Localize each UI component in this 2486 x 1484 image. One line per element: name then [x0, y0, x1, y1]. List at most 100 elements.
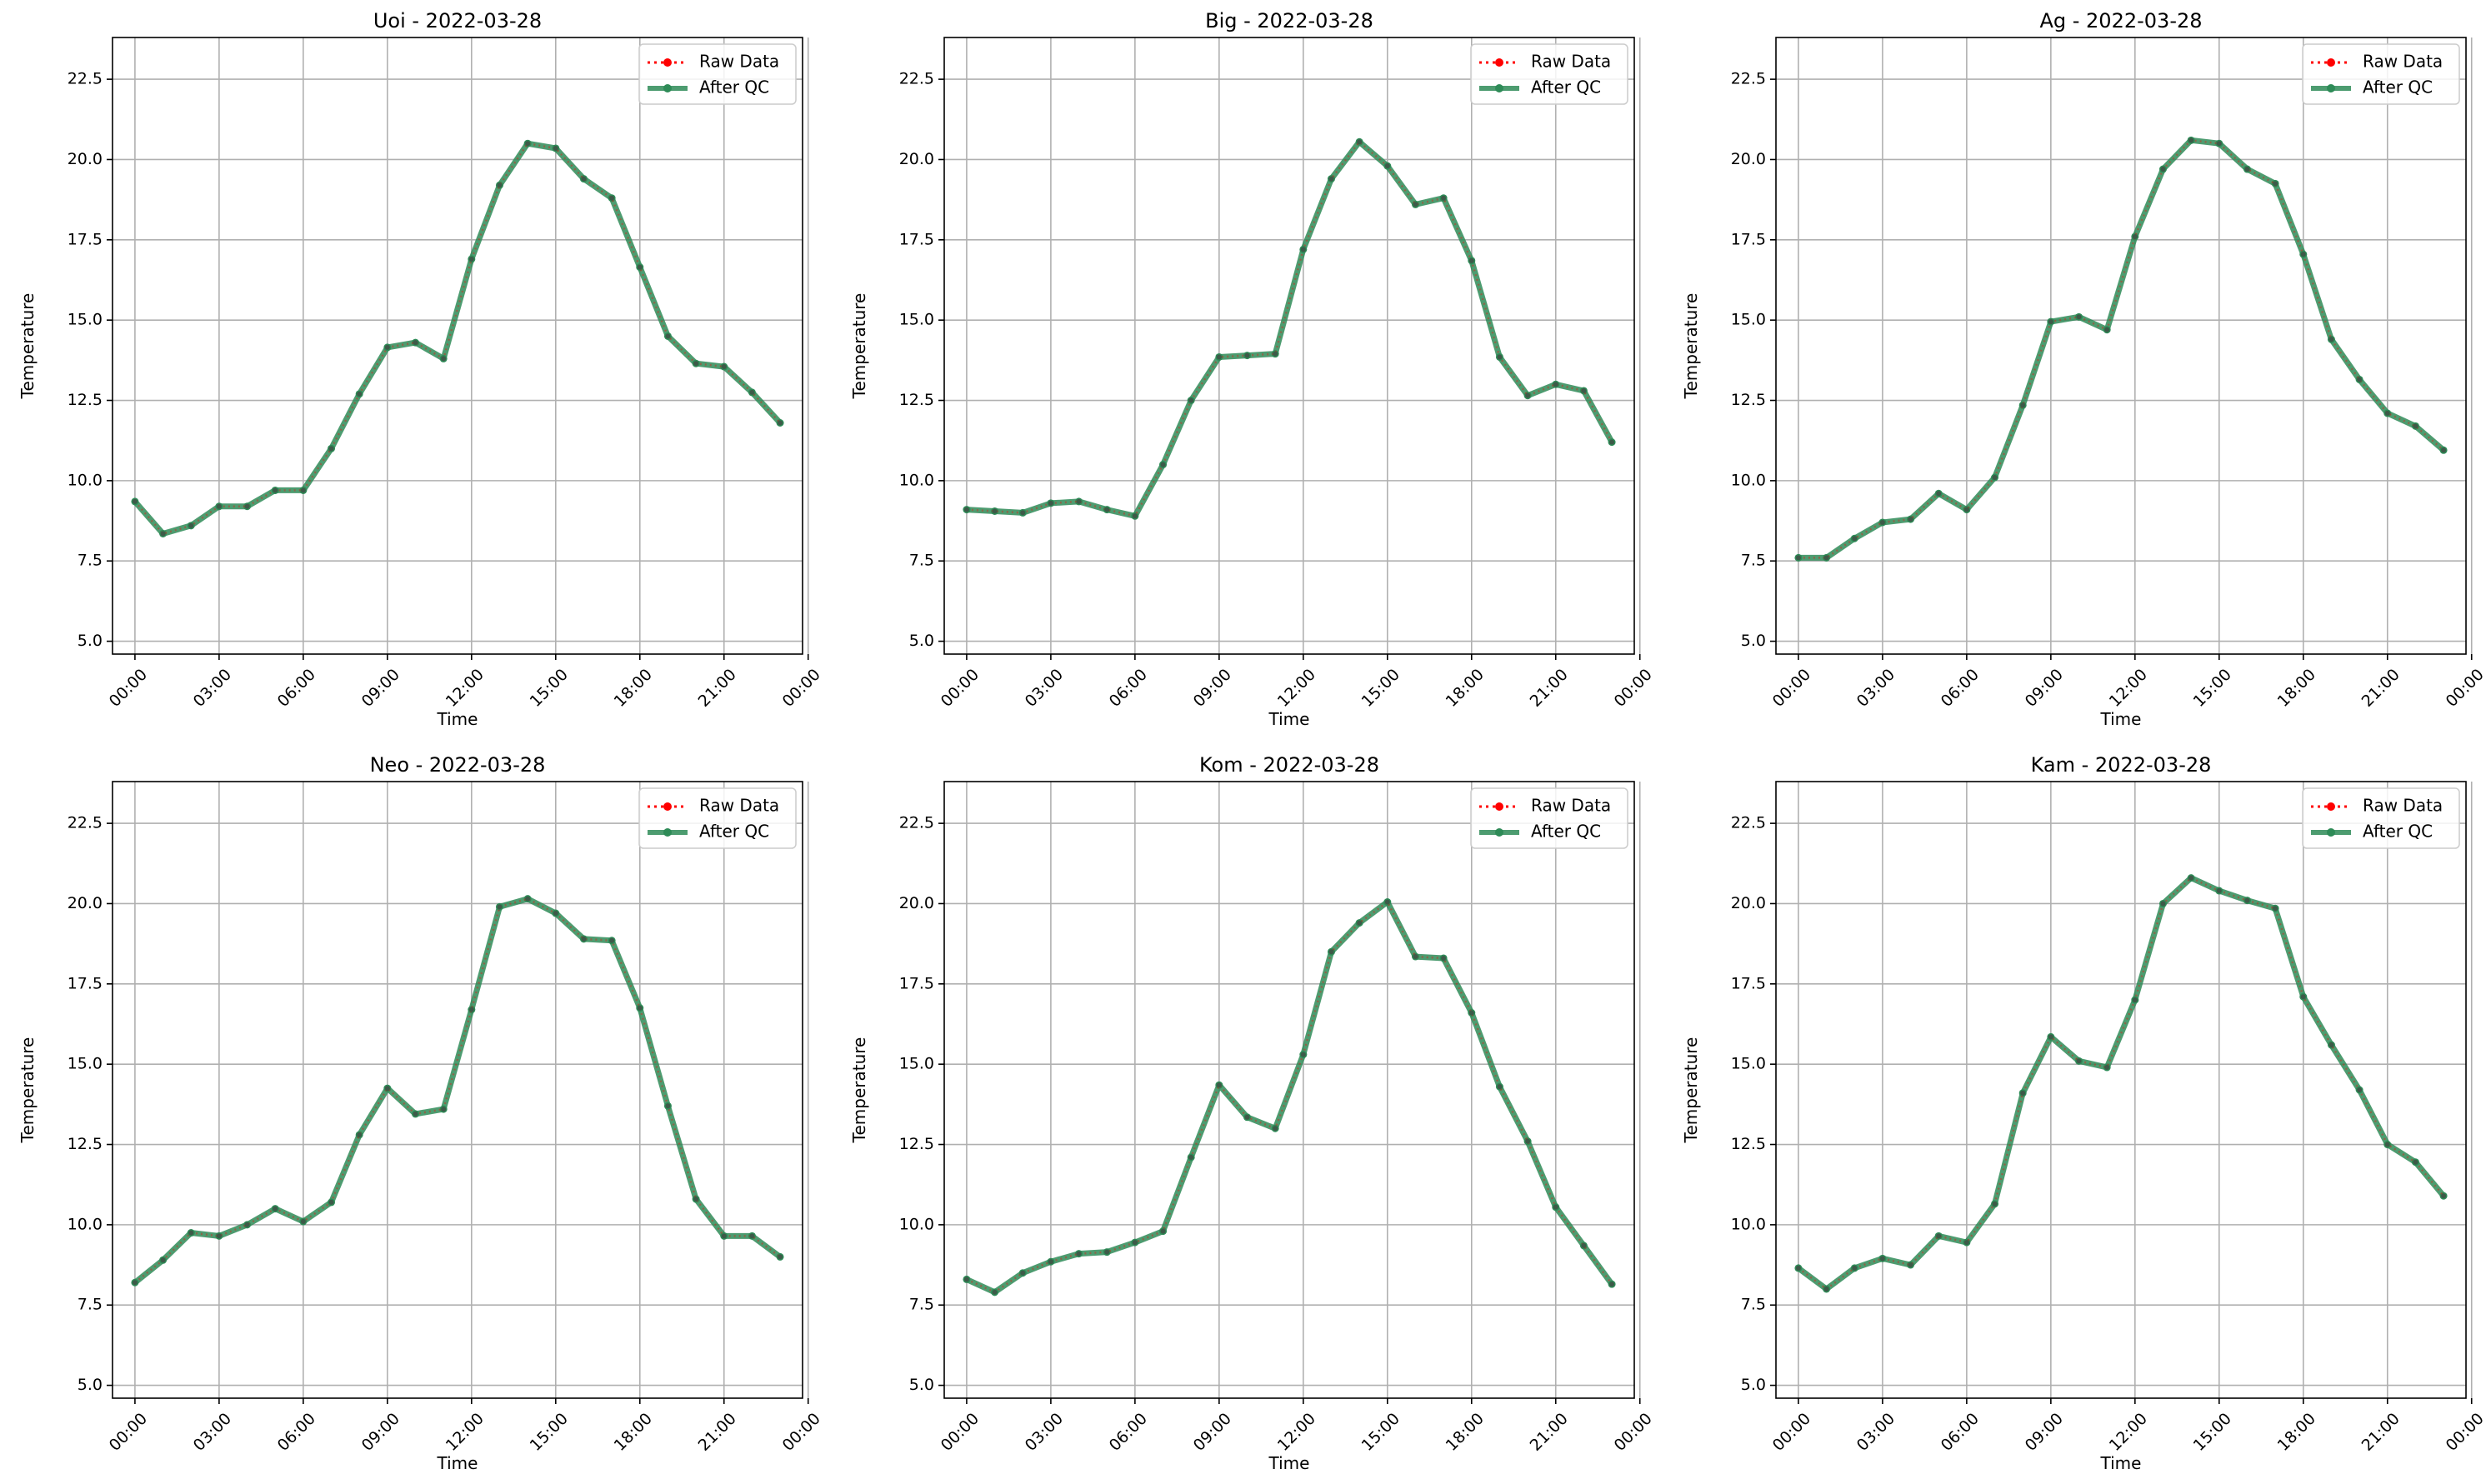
- raw-point: [1328, 949, 1334, 955]
- raw-point: [2104, 327, 2110, 332]
- raw-point: [188, 522, 194, 528]
- raw-point: [581, 176, 587, 182]
- raw-point: [637, 264, 643, 270]
- raw-point: [2216, 888, 2222, 894]
- y-tick-label: 7.5: [1741, 1296, 1766, 1314]
- raw-point: [749, 389, 755, 395]
- raw-point: [1273, 351, 1278, 357]
- raw-point: [1132, 1240, 1138, 1246]
- raw-point: [160, 1257, 166, 1263]
- raw-point: [525, 896, 531, 902]
- x-tick-label: 09:00: [1190, 666, 1235, 711]
- x-tick-label: 12:00: [2106, 1410, 2151, 1455]
- raw-point: [2188, 875, 2194, 881]
- raw-point: [963, 507, 969, 512]
- raw-point: [1384, 163, 1390, 169]
- raw-point: [1852, 1265, 1858, 1271]
- plot-area: [113, 37, 803, 654]
- raw-point: [1992, 1201, 1998, 1207]
- x-tick-label: 03:00: [190, 1410, 235, 1455]
- raw-point: [1300, 1052, 1306, 1057]
- y-tick-label: 17.5: [68, 974, 103, 992]
- raw-point: [1300, 247, 1306, 252]
- x-tick-label: 21:00: [2358, 1410, 2403, 1455]
- plot-area: [113, 782, 803, 1398]
- y-tick-label: 7.5: [78, 552, 103, 570]
- raw-point: [1795, 555, 1801, 561]
- x-tick-label: 06:00: [1106, 666, 1151, 711]
- x-tick-label: 09:00: [2022, 1410, 2067, 1455]
- y-tick-label: 5.0: [78, 632, 103, 650]
- raw-point: [1273, 1126, 1278, 1132]
- chart-title: Kam - 2022-03-28: [2031, 753, 2212, 777]
- y-tick-label: 7.5: [1741, 552, 1766, 570]
- plot-area: [1776, 782, 2466, 1398]
- raw-point: [2076, 314, 2082, 320]
- raw-point: [1441, 955, 1447, 961]
- x-tick-label: 06:00: [274, 666, 319, 711]
- raw-point: [1357, 920, 1363, 926]
- raw-point: [1581, 1242, 1587, 1248]
- y-tick-label: 5.0: [909, 632, 934, 650]
- chart-panel-2: 00:00 03:00 06:00 09:00 12:00 15:00 18:00 21:00…: [849, 9, 1656, 729]
- raw-point: [2300, 252, 2306, 257]
- raw-point: [1468, 257, 1474, 263]
- legend-raw-marker: [1495, 802, 1503, 811]
- x-tick-label: 15:00: [527, 666, 572, 711]
- raw-point: [1609, 1282, 1615, 1287]
- y-axis-label: Temperature: [1681, 1037, 1701, 1144]
- chart-panel-4: 00:00 03:00 06:00 09:00 12:00 15:00 18:00 21:00…: [18, 753, 824, 1473]
- raw-point: [2020, 402, 2026, 408]
- x-tick-label: 12:00: [443, 1410, 488, 1455]
- legend-raw-label: Raw Data: [1531, 52, 1611, 72]
- y-tick-label: 15.0: [68, 1055, 103, 1073]
- y-tick-label: 15.0: [899, 1055, 934, 1073]
- raw-point: [2244, 167, 2250, 172]
- raw-point: [468, 1007, 474, 1012]
- raw-point: [2413, 423, 2418, 429]
- y-tick-label: 7.5: [78, 1296, 103, 1314]
- raw-point: [1553, 1204, 1558, 1210]
- legend: Raw Data After QC: [2302, 787, 2460, 849]
- axes-frame: [1775, 781, 2467, 1399]
- raw-point: [2300, 994, 2306, 1000]
- y-tick-label: 20.0: [899, 150, 934, 168]
- raw-point: [2273, 906, 2278, 912]
- legend-qc-label: After QC: [699, 77, 769, 97]
- x-tick-label: 21:00: [695, 666, 740, 711]
- legend-qc-marker: [1495, 84, 1503, 92]
- series-line-after-qc: [132, 896, 783, 1286]
- legend: Raw Data After QC: [638, 43, 797, 105]
- x-tick-label: 00:00: [779, 1410, 824, 1455]
- y-tick-label: 15.0: [68, 311, 103, 329]
- raw-point: [1132, 513, 1138, 519]
- chart-panel-6: 00:00 03:00 06:00 09:00 12:00 15:00 18:00 21:00…: [1681, 753, 2486, 1473]
- y-tick-label: 12.5: [68, 391, 103, 409]
- raw-point: [1244, 352, 1250, 358]
- axes-frame: [943, 781, 1635, 1399]
- raw-point: [2273, 181, 2278, 187]
- chart-title: Ag - 2022-03-28: [2039, 9, 2202, 32]
- raw-point: [300, 1219, 306, 1225]
- x-tick-label: 00:00: [106, 666, 151, 711]
- raw-point: [2441, 1193, 2447, 1199]
- legend-raw-marker: [663, 802, 672, 811]
- raw-point: [1244, 1114, 1250, 1120]
- y-tick-label: 22.5: [68, 70, 103, 88]
- y-tick-label: 15.0: [1731, 311, 1766, 329]
- legend: Raw Data After QC: [638, 787, 797, 849]
- series-line-raw-data: [134, 897, 781, 1284]
- legend-qc-label: After QC: [1531, 77, 1601, 97]
- series-line-raw-data: [966, 900, 1613, 1294]
- x-tick-label: 03:00: [190, 666, 235, 711]
- series-line-after-qc: [963, 138, 1615, 519]
- x-tick-label: 12:00: [1274, 1410, 1319, 1455]
- x-tick-label: 03:00: [1022, 1410, 1067, 1455]
- raw-point: [2216, 141, 2222, 147]
- raw-point: [2160, 901, 2166, 907]
- raw-point: [1908, 517, 1913, 522]
- legend-raw-marker: [2327, 58, 2335, 67]
- raw-point: [132, 498, 138, 504]
- x-tick-label: 18:00: [2274, 1410, 2319, 1455]
- legend-qc-label: After QC: [699, 822, 769, 842]
